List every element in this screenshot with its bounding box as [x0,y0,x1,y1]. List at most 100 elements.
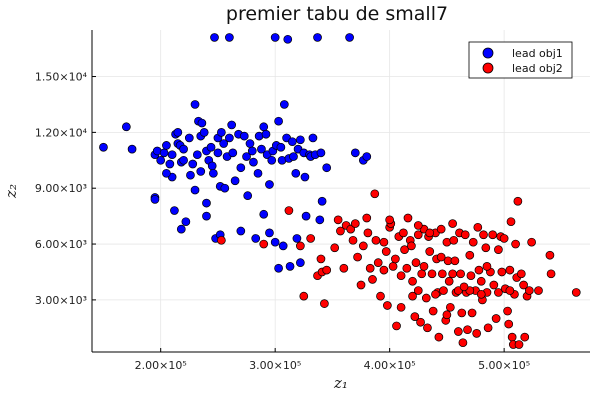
axes [91,30,590,353]
data-point [524,286,534,295]
data-point [379,237,389,247]
data-point [400,245,409,254]
data-point [296,258,305,268]
data-point [316,148,326,158]
data-point [534,286,543,295]
data-point [184,133,194,143]
data-point [519,280,528,290]
data-point [481,243,491,253]
data-point [346,224,356,234]
data-point [127,144,137,154]
data-point [458,338,468,348]
x-tick-label: 3.00×10⁵ [249,359,301,372]
data-point [506,217,516,227]
x-tick-label: 4.00×10⁵ [364,359,416,372]
data-point [456,269,465,279]
data-point [545,250,555,260]
data-point [339,263,349,273]
data-point [445,302,455,312]
data-point [99,142,108,152]
data-point [265,180,274,189]
legend-marker-obj2 [482,62,494,74]
data-point [571,288,581,297]
data-point [291,168,301,178]
data-point [473,222,483,232]
data-point [261,129,271,139]
data-point [289,152,298,161]
data-point [516,269,526,279]
data-point [358,241,368,251]
data-point [162,141,171,150]
data-point [336,226,345,236]
data-point [494,288,503,297]
data-point [197,118,207,128]
data-point [365,263,375,273]
chart-title: premier tabu de small7 [226,3,448,25]
data-point [425,247,435,256]
x-tick-label: 5.00×10⁵ [478,359,530,372]
data-point [287,137,297,147]
data-point [322,163,332,173]
data-point [213,148,223,158]
data-point [181,217,191,227]
data-point [416,317,425,327]
data-point [225,33,234,42]
data-point [186,170,195,180]
data-point [247,146,257,156]
data-point [388,262,398,271]
data-point [243,191,253,201]
data-point [436,224,446,234]
data-point [202,198,211,208]
legend-label-obj1: lead obj1 [512,47,563,60]
data-point [276,142,286,152]
data-point [385,215,395,225]
data-point [376,291,385,301]
data-point [479,230,488,240]
data-point [239,131,249,141]
data-point [236,226,246,236]
data-point [316,254,326,264]
data-point [442,310,452,320]
data-point [220,183,230,193]
data-point [459,282,469,292]
data-point [505,286,515,295]
data-point [453,327,463,336]
data-point [259,239,269,249]
data-point [333,215,343,225]
data-point [296,135,305,145]
data-point [413,230,423,240]
data-point [179,144,188,154]
data-point [363,228,373,238]
data-point [413,286,423,295]
data-point [371,235,381,245]
data-point [450,256,460,266]
data-point [353,252,362,262]
data-point [381,247,391,256]
data-point [188,159,198,169]
data-point [472,329,482,338]
data-point [192,150,202,160]
data-point [421,293,431,303]
data-point [299,291,309,301]
data-points [99,33,581,349]
data-point [527,237,536,247]
data-point [546,269,556,279]
data-point [362,213,372,223]
data-point [283,34,293,44]
data-point [176,224,186,234]
y-tick-label: 3.00×10³ [35,294,87,307]
data-point [196,167,206,176]
data-point [270,33,280,42]
legend-label-obj2: lead obj2 [512,62,563,75]
data-point [270,237,280,247]
data-point [219,139,229,148]
data-point [497,267,507,277]
data-point [410,312,420,321]
data-point [322,265,332,275]
data-point [199,128,209,137]
data-point [121,122,131,132]
data-point [399,228,408,238]
data-point [448,219,457,228]
data-point [274,263,283,273]
series-2 [217,189,581,349]
